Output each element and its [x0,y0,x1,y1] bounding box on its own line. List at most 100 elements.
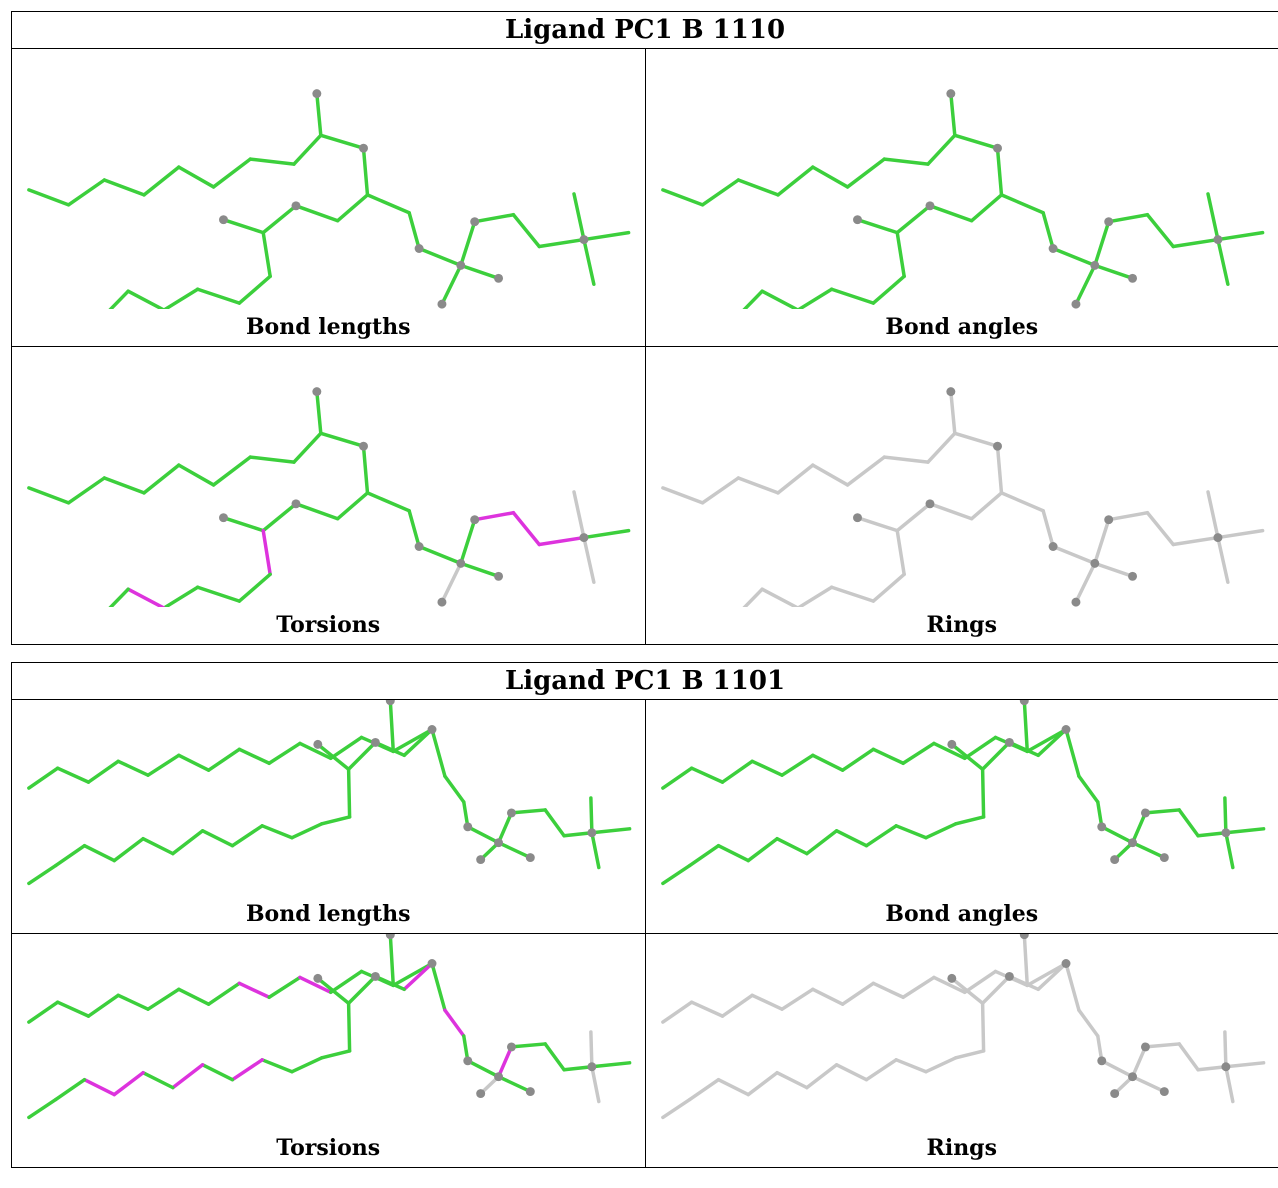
bond [995,444,1003,495]
bond [1171,237,1220,249]
bond [1099,825,1134,845]
atom [1004,971,1014,981]
bond [27,188,71,207]
bond [962,969,997,995]
bond [1073,263,1097,306]
bond [962,735,997,761]
bond [1063,727,1081,778]
bond [1073,561,1097,604]
bond [834,1063,868,1082]
bond [1195,831,1228,838]
bond [1092,263,1134,281]
bond [746,836,779,863]
bond [171,829,205,856]
bond [108,587,130,607]
molecule-diagram [660,934,1265,1120]
bond [1022,934,1029,988]
bond [260,1058,294,1074]
bond [472,511,516,522]
panel-bond-angles: Bond angles [644,699,1278,934]
bond [1050,246,1097,268]
atom [1019,700,1029,706]
atom [1096,1056,1106,1066]
bond [298,975,333,995]
bond [112,1070,145,1097]
atom [1089,260,1099,270]
panel-caption: Torsions [276,612,381,638]
atom [1019,934,1029,940]
bond [1215,535,1230,584]
panel-bond-lengths: Bond lengths [11,48,646,347]
bond [660,1097,691,1120]
bond [237,274,272,305]
ligand-table-1: Ligand PC1 B 1110 Bond lengths Bond angl… [11,11,1278,645]
bond [1007,974,1040,992]
bond [466,1059,501,1079]
bond [221,515,265,533]
bond [177,753,211,772]
bond [689,766,724,784]
bond [459,219,477,268]
bond [969,491,1003,521]
bond [509,808,547,815]
atom [312,89,322,99]
bond [660,486,704,505]
bond [373,974,406,992]
bond [687,1077,720,1102]
bond [1092,517,1110,566]
atom [925,499,934,509]
atom [1070,299,1080,309]
bond [417,246,463,268]
atom [1127,838,1137,848]
atom [437,299,447,309]
bond [829,287,875,305]
bond [66,476,107,505]
bond [855,217,899,235]
bond [1171,535,1220,547]
bond [361,146,370,197]
bond [141,836,175,856]
panel-rings: Rings [644,346,1278,645]
atom [506,808,516,818]
atom [1127,571,1137,581]
atom [1070,597,1080,607]
atom [291,201,301,211]
bond [27,1000,60,1024]
bond [1050,544,1097,566]
bond [86,993,120,1018]
bond [459,263,501,281]
bond [206,747,242,772]
bond [1143,1042,1181,1049]
bond [582,230,631,242]
molecule-diagram [660,700,1265,886]
bond [660,863,691,886]
bond [440,263,463,306]
bond [543,808,566,838]
bond [365,193,411,215]
bond [810,987,844,1006]
bond [116,759,150,777]
bond [195,585,242,603]
bond [53,843,87,868]
bond [66,178,107,207]
panel-caption: Torsions [276,1135,381,1161]
atom [1103,217,1113,227]
bond [927,204,973,223]
bond [840,981,875,1006]
bond [267,975,302,999]
panel-bond-angles: Bond angles [644,48,1278,347]
bond [1007,740,1040,758]
bond [999,193,1045,215]
atom [494,838,504,848]
bond [952,431,999,448]
bond [952,133,999,150]
bond [373,740,406,758]
bond [741,289,764,309]
bond [1215,230,1264,242]
bond [1205,192,1220,242]
bond [407,509,421,549]
bond [328,735,364,761]
bond [720,993,754,1018]
ligand-title: Ligand PC1 B 1110 [11,11,1278,49]
bond [931,975,966,995]
